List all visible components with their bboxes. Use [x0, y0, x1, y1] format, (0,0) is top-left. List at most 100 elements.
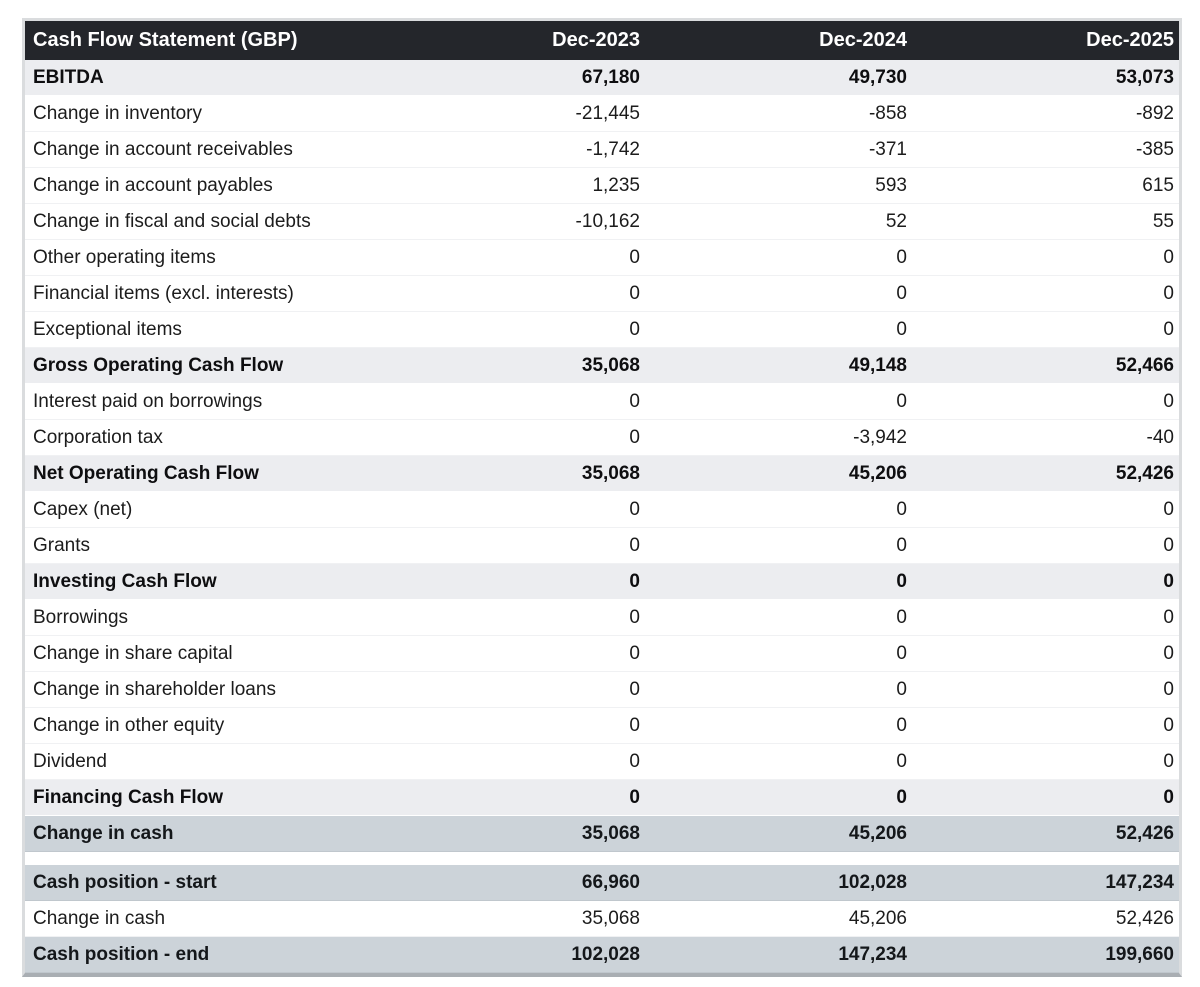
- column-header-dec-2024: Dec-2024: [819, 29, 907, 51]
- table-title: Cash Flow Statement (GBP): [33, 29, 298, 51]
- row-label: Change in share capital: [33, 642, 233, 664]
- table-row: Change in account payables 1,235 593 615: [25, 168, 1179, 204]
- row-value-dec-2024: 49,730: [848, 66, 907, 88]
- row-label: Borrowings: [33, 606, 129, 628]
- row-value-dec-2025: 52,466: [1115, 354, 1174, 376]
- table-row: Change in fiscal and social debts -10,16…: [25, 204, 1179, 240]
- row-value-dec-2023: 0: [629, 606, 640, 628]
- table-row: Cash position - start 66,960 102,028 147…: [25, 865, 1179, 901]
- row-value-dec-2024: -3,942: [853, 426, 907, 448]
- row-value-dec-2025: 0: [1163, 606, 1174, 628]
- table-row: Borrowings 0 0 0: [25, 600, 1179, 636]
- table-row: Change in inventory -21,445 -858 -892: [25, 96, 1179, 132]
- row-value-dec-2024: 0: [896, 534, 907, 556]
- row-value-dec-2025: 52,426: [1115, 822, 1174, 844]
- row-value-dec-2023: -1,742: [586, 138, 640, 160]
- row-value-dec-2024: 0: [896, 606, 907, 628]
- row-value-dec-2023: 0: [629, 714, 640, 736]
- row-label: Corporation tax: [33, 426, 163, 448]
- row-value-dec-2025: 0: [1163, 246, 1174, 268]
- row-value-dec-2025: 53,073: [1115, 66, 1174, 88]
- row-value-dec-2025: -892: [1135, 102, 1174, 124]
- row-value-dec-2024: 52: [885, 210, 907, 232]
- row-label: Capex (net): [33, 498, 133, 520]
- row-value-dec-2025: 0: [1163, 534, 1174, 556]
- row-value-dec-2025: 0: [1163, 750, 1174, 772]
- row-value-dec-2023: 0: [629, 642, 640, 664]
- table-row: Dividend 0 0 0: [25, 744, 1179, 780]
- row-label: Cash position - end: [33, 943, 210, 965]
- row-label: Financial items (excl. interests): [33, 282, 294, 304]
- row-value-dec-2025: 0: [1163, 318, 1174, 340]
- row-value-dec-2025: 0: [1163, 714, 1174, 736]
- row-value-dec-2024: 0: [896, 642, 907, 664]
- row-value-dec-2025: 0: [1163, 498, 1174, 520]
- column-header-dec-2025: Dec-2025: [1086, 29, 1174, 51]
- row-value-dec-2025: 0: [1163, 786, 1174, 808]
- row-value-dec-2024: 0: [896, 246, 907, 268]
- row-value-dec-2024: -371: [868, 138, 907, 160]
- row-value-dec-2025: 0: [1163, 282, 1174, 304]
- row-label: Change in fiscal and social debts: [33, 210, 311, 232]
- row-value-dec-2024: 102,028: [838, 871, 907, 893]
- row-label: Gross Operating Cash Flow: [33, 354, 284, 376]
- table-body: EBITDA 67,180 49,730 53,073 Change in in…: [25, 60, 1179, 973]
- row-value-dec-2024: 0: [896, 570, 907, 592]
- row-value-dec-2023: 1,235: [592, 174, 640, 196]
- row-label: EBITDA: [33, 66, 104, 88]
- table-row: Corporation tax 0 -3,942 -40: [25, 420, 1179, 456]
- table-row: Financing Cash Flow 0 0 0: [25, 780, 1179, 816]
- row-value-dec-2023: 0: [629, 426, 640, 448]
- table-row: Interest paid on borrowings 0 0 0: [25, 384, 1179, 420]
- row-value-dec-2023: -21,445: [575, 102, 640, 124]
- table-row: Financial items (excl. interests) 0 0 0: [25, 276, 1179, 312]
- row-value-dec-2024: 45,206: [848, 907, 907, 929]
- row-value-dec-2025: 52,426: [1115, 462, 1174, 484]
- row-label: Other operating items: [33, 246, 216, 268]
- table-row: Change in shareholder loans 0 0 0: [25, 672, 1179, 708]
- row-label: Change in cash: [33, 907, 166, 929]
- table-header-row: Cash Flow Statement (GBP) Dec-2023 Dec-2…: [25, 21, 1179, 60]
- row-value-dec-2024: 49,148: [848, 354, 907, 376]
- table-row: Change in cash 35,068 45,206 52,426: [25, 901, 1179, 937]
- row-value-dec-2024: 0: [896, 318, 907, 340]
- row-value-dec-2024: 0: [896, 750, 907, 772]
- table-row: Investing Cash Flow 0 0 0: [25, 564, 1179, 600]
- row-value-dec-2024: 0: [896, 678, 907, 700]
- row-value-dec-2025: 199,660: [1105, 943, 1174, 965]
- row-value-dec-2025: 0: [1163, 390, 1174, 412]
- row-value-dec-2025: 52,426: [1115, 907, 1174, 929]
- row-value-dec-2023: 0: [629, 282, 640, 304]
- row-label: Change in other equity: [33, 714, 225, 736]
- table-row: Change in share capital 0 0 0: [25, 636, 1179, 672]
- row-value-dec-2023: 35,068: [581, 822, 640, 844]
- row-value-dec-2025: 0: [1163, 642, 1174, 664]
- table-row: Capex (net) 0 0 0: [25, 492, 1179, 528]
- row-value-dec-2023: 66,960: [581, 871, 640, 893]
- table-row: Change in account receivables -1,742 -37…: [25, 132, 1179, 168]
- row-value-dec-2025: 615: [1142, 174, 1174, 196]
- table-row: Other operating items 0 0 0: [25, 240, 1179, 276]
- table-row: Grants 0 0 0: [25, 528, 1179, 564]
- row-value-dec-2024: 45,206: [848, 822, 907, 844]
- row-value-dec-2024: -858: [868, 102, 907, 124]
- row-value-dec-2024: 0: [896, 498, 907, 520]
- row-label: Financing Cash Flow: [33, 786, 224, 808]
- table-row: [25, 852, 1179, 865]
- table-row: EBITDA 67,180 49,730 53,073: [25, 60, 1179, 96]
- row-label: Change in account receivables: [33, 138, 293, 160]
- row-value-dec-2023: 0: [629, 498, 640, 520]
- row-value-dec-2025: 147,234: [1105, 871, 1174, 893]
- row-label: Exceptional items: [33, 318, 182, 340]
- row-label: Grants: [33, 534, 91, 556]
- row-value-dec-2023: 0: [629, 390, 640, 412]
- row-label: Change in cash: [33, 822, 174, 844]
- row-value-dec-2023: 0: [629, 570, 640, 592]
- row-value-dec-2024: 147,234: [838, 943, 907, 965]
- row-label: Dividend: [33, 750, 107, 772]
- table-row: Change in cash 35,068 45,206 52,426: [25, 816, 1179, 852]
- row-value-dec-2024: 0: [896, 282, 907, 304]
- row-value-dec-2023: 0: [629, 678, 640, 700]
- row-value-dec-2023: 35,068: [581, 907, 640, 929]
- row-value-dec-2024: 0: [896, 714, 907, 736]
